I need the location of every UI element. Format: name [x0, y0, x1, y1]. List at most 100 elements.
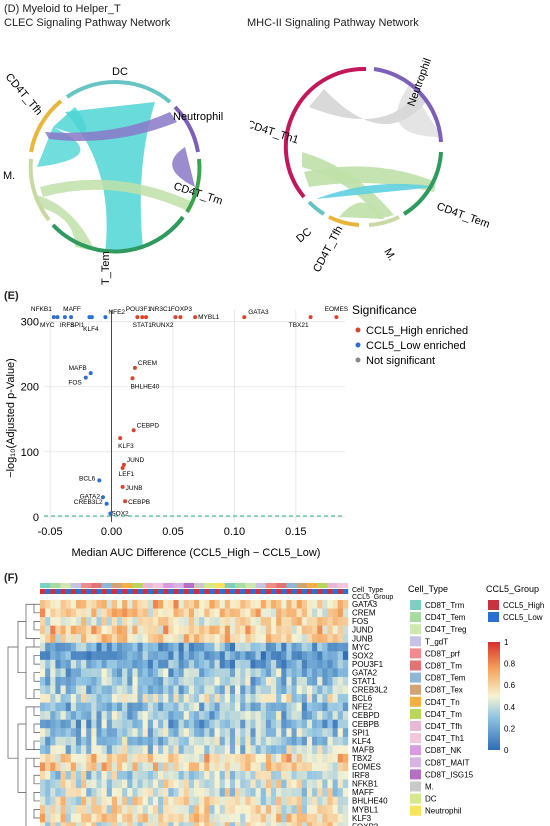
heatmap-cell — [106, 771, 113, 780]
heatmap-cell — [173, 634, 179, 643]
heatmap-cell — [296, 685, 302, 695]
heatmap-cell — [301, 651, 308, 661]
heatmap-cell — [101, 796, 107, 806]
heatmap-cell — [132, 779, 138, 789]
point-label-cebpd: CEBPD — [137, 422, 160, 429]
chord1-title: CLEC Signaling Pathway Network — [4, 17, 171, 29]
heatmap-cell — [245, 788, 251, 797]
heatmap-cell — [255, 608, 261, 618]
heatmap-cell — [276, 694, 282, 703]
heatmap-cell — [209, 668, 215, 678]
heatmap-cell — [219, 813, 225, 823]
legend-cell-type-cd8t_tem: CD8T_Tem — [425, 674, 466, 683]
heatmap-cell — [147, 805, 154, 814]
heatmap-cell — [199, 642, 205, 652]
heatmap-cell — [327, 762, 333, 772]
heatmap-cell — [312, 805, 318, 814]
color-bar-tick: 1 — [504, 638, 509, 647]
heatmap-cell — [260, 762, 267, 772]
ribbon-th1-neutrophil — [309, 89, 426, 125]
heatmap-cell — [168, 625, 174, 635]
heatmap-cell — [86, 676, 92, 686]
heatmap-cell — [173, 822, 179, 826]
heatmap-cell — [40, 813, 46, 823]
dendrogram-link — [25, 603, 34, 639]
heatmap-cell — [209, 736, 215, 746]
heatmap-cell — [137, 659, 143, 669]
heatmap-cell — [281, 685, 287, 695]
heatmap-cell — [65, 694, 71, 703]
annot-cell-type — [117, 583, 123, 588]
heatmap-cell — [70, 600, 77, 609]
heatmap-cell — [286, 600, 292, 609]
heatmap-cell — [163, 736, 169, 746]
heatmap-cell — [255, 651, 261, 661]
heatmap-cell — [173, 719, 179, 729]
heatmap-cell — [296, 625, 302, 635]
heatmap-cell — [117, 805, 123, 814]
heatmap-cell — [70, 625, 77, 635]
heatmap-cell — [306, 600, 313, 609]
heatmap-cell — [168, 753, 174, 763]
heatmap-cell — [81, 805, 87, 814]
heatmap-cell — [86, 642, 92, 652]
heatmap-cell — [178, 659, 184, 669]
heatmap-cell — [281, 617, 287, 626]
heatmap-cell — [204, 771, 210, 780]
heatmap-cell — [60, 600, 66, 609]
heatmap-cell — [199, 813, 205, 823]
heatmap-cell — [240, 634, 246, 643]
heatmap-cell — [122, 685, 128, 695]
heatmap-cell — [327, 753, 333, 763]
annot-cell-type — [317, 583, 323, 588]
annot-ccl5-group — [91, 589, 97, 594]
heatmap-cell — [209, 659, 215, 669]
heatmap-cell — [127, 702, 133, 712]
point-label-cebpb: CEBPB — [128, 499, 150, 506]
heatmap-cell — [317, 779, 323, 789]
heatmap-cell — [163, 805, 169, 814]
heatmap-cell — [152, 651, 159, 661]
legend-dot — [355, 357, 361, 363]
heatmap-cell — [101, 805, 107, 814]
heatmap-cell — [111, 676, 118, 686]
heatmap-cell — [111, 634, 118, 643]
heatmap-cell — [301, 771, 308, 780]
row-label-eomes: EOMES — [352, 763, 381, 772]
heatmap-cell — [306, 736, 313, 746]
heatmap-cell — [152, 659, 159, 669]
heatmap-cell — [137, 771, 143, 780]
heatmap-cell — [65, 711, 71, 720]
heatmap-cell — [86, 685, 92, 695]
heatmap-cell — [312, 745, 318, 755]
chord-diagram-clec: DC Neutrophil CD4T_Tm CD4T_Tem M. CD4T_T… — [3, 66, 224, 285]
annot-cell-type — [271, 583, 277, 588]
heatmap-cell — [50, 659, 56, 669]
heatmap-cell — [235, 608, 241, 618]
ribbon-tm-m — [40, 179, 193, 212]
heatmap-cell — [101, 771, 107, 780]
heatmap-cell — [209, 779, 215, 789]
heatmap-cell — [142, 668, 148, 678]
annot-cell-type — [75, 583, 82, 588]
heatmap-cell — [45, 796, 51, 806]
heatmap-cell — [209, 788, 215, 797]
heatmap-cell — [183, 813, 190, 823]
heatmap-cell — [199, 788, 205, 797]
heatmap-cell — [158, 651, 164, 661]
annot-cell-type — [214, 583, 220, 588]
heatmap-cell — [122, 608, 128, 618]
heatmap-cell — [183, 719, 190, 729]
heatmap-cell — [271, 634, 277, 643]
heatmap-cell — [224, 745, 231, 755]
heatmap-cell — [276, 617, 282, 626]
heatmap-cell — [281, 805, 287, 814]
heatmap-cell — [158, 685, 164, 695]
heatmap-cell — [173, 651, 179, 661]
annot-cell-type — [106, 583, 113, 588]
heatmap-cell — [235, 719, 241, 729]
heatmap-cell — [168, 745, 174, 755]
heatmap-cell — [342, 822, 349, 826]
heatmap-cell — [91, 788, 97, 797]
